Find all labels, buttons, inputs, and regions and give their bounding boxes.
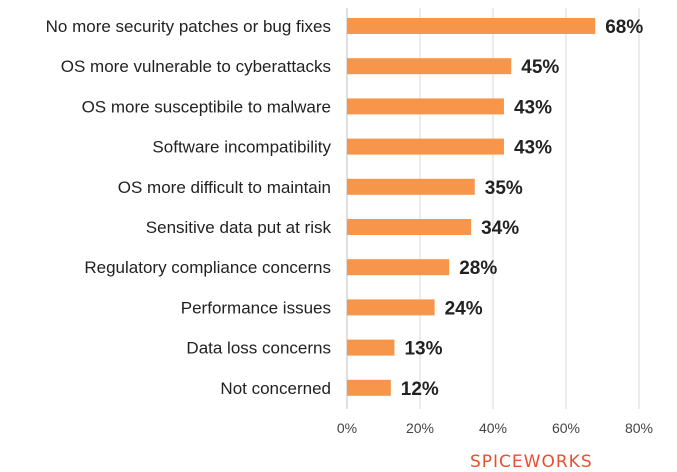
bar	[347, 379, 391, 396]
value-label: 24%	[445, 298, 483, 319]
bar	[347, 178, 475, 195]
x-tick-label: 80%	[625, 420, 653, 436]
bar	[347, 98, 504, 115]
spiceworks-logo: SPICEWORKS	[470, 452, 593, 472]
category-label: OS more vulnerable to cyberattacks	[61, 57, 331, 76]
bar	[347, 138, 504, 155]
x-axis-ticks: 0% 20% 40% 60% 80%	[337, 420, 653, 436]
category-label: OS more susceptibile to malware	[82, 97, 331, 116]
value-label: 45%	[521, 57, 559, 78]
bars	[347, 18, 596, 396]
value-label: 34%	[481, 218, 519, 239]
category-labels: No more security patches or bug fixes OS …	[46, 17, 332, 398]
bar	[347, 259, 450, 276]
category-label: Performance issues	[181, 298, 331, 317]
value-label: 68%	[605, 17, 643, 38]
value-labels: 68% 45% 43% 43% 35% 34% 28% 24%13% 12%	[401, 17, 644, 400]
bar	[347, 58, 512, 75]
x-tick-label: 20%	[406, 420, 434, 436]
x-tick-label: 60%	[552, 420, 580, 436]
value-label: 12%	[401, 379, 439, 400]
value-label: 35%	[485, 178, 523, 199]
category-label: Software incompatibility	[152, 138, 331, 157]
value-label: 28%	[459, 258, 497, 279]
value-label: 13%	[404, 339, 442, 360]
value-label: 43%	[514, 97, 552, 118]
bar	[347, 339, 395, 356]
category-label: OS more difficult to maintain	[118, 178, 331, 197]
value-label: 43%	[514, 138, 552, 159]
bar	[347, 219, 472, 235]
category-label: Sensitive data put at risk	[146, 218, 332, 237]
bar	[347, 18, 596, 34]
category-label: Regulatory compliance concerns	[84, 258, 331, 277]
category-label: No more security patches or bug fixes	[46, 17, 331, 36]
bar	[347, 299, 435, 316]
x-tick-label: 40%	[479, 420, 507, 436]
category-label: Data loss concerns	[186, 339, 331, 358]
category-label: Not concerned	[220, 379, 331, 398]
x-tick-label: 0%	[337, 420, 357, 436]
